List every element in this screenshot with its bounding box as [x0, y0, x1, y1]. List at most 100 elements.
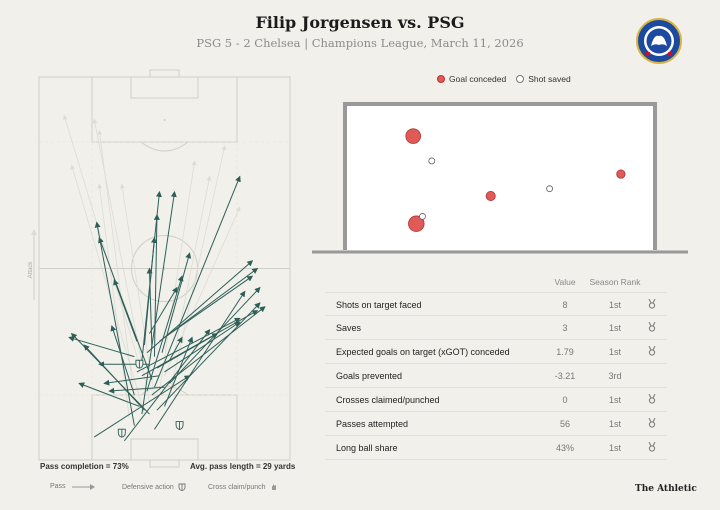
- club-crest-icon: [636, 18, 682, 64]
- stat-row: Shots on target faced 8 1st: [325, 292, 667, 316]
- shot-saved-point: [546, 185, 554, 193]
- goal-map: [312, 95, 688, 260]
- stat-label: Expected goals on target (xGOT) conceded: [336, 347, 510, 357]
- stat-rank: 3rd: [608, 371, 622, 381]
- attack-label: Attack: [28, 261, 34, 279]
- column-rank: Season Rank: [589, 277, 641, 287]
- completed-pass: [156, 302, 261, 411]
- stat-label: Long ball share: [336, 443, 398, 453]
- completed-pass: [164, 321, 241, 373]
- completed-pass: [113, 279, 138, 342]
- stat-rank: 1st: [608, 395, 621, 405]
- incomplete-pass: [97, 129, 135, 399]
- completed-pass: [123, 328, 211, 442]
- stat-label: Goals prevented: [336, 371, 403, 381]
- medal-icon: [648, 321, 656, 334]
- incomplete-pass: [92, 118, 150, 403]
- shot-saved-point: [419, 213, 426, 220]
- completed-pass: [169, 336, 183, 361]
- page-subtitle: PSG 5 - 2 Chelsea | Champions League, Ma…: [196, 36, 524, 50]
- page-title: Filip Jorgensen vs. PSG: [255, 13, 465, 32]
- legend-cross-label: Cross claim/punch: [208, 483, 266, 491]
- completed-pass: [83, 344, 145, 411]
- goal-frame: [343, 102, 657, 250]
- stat-rank: 1st: [608, 419, 621, 429]
- brand-logo: The Athletic: [635, 484, 697, 494]
- completed-pass: [68, 335, 135, 358]
- stat-value: 1.79: [556, 347, 574, 357]
- stat-value: 56: [559, 419, 570, 429]
- stat-row: Saves 3 1st: [325, 316, 667, 340]
- completed-pass: [153, 175, 241, 388]
- stat-value: -3.21: [554, 371, 576, 381]
- goal-interior: [345, 104, 655, 250]
- stat-row: Passes attempted 56 1st: [325, 412, 667, 436]
- stat-label: Passes attempted: [336, 419, 409, 429]
- goal-conceded-point: [405, 128, 421, 144]
- incomplete-pass: [70, 164, 145, 415]
- completed-pass: [98, 236, 153, 380]
- completed-pass: [108, 386, 165, 394]
- goal-conceded-point: [408, 215, 425, 232]
- shield-icon: [178, 483, 186, 491]
- stats-table: Value Season Rank Shots on target faced 8…: [325, 272, 667, 460]
- stat-label: Crosses claimed/punched: [336, 395, 440, 405]
- completed-pass: [146, 275, 184, 392]
- stat-value: 8: [562, 300, 568, 310]
- medal-icon: [648, 298, 656, 311]
- incomplete-pass: [169, 145, 227, 395]
- pass-completion: Pass completion = 73%: [40, 462, 129, 471]
- stat-value: 0: [562, 395, 568, 405]
- medal-icon: [648, 417, 656, 430]
- completed-pass: [136, 317, 241, 373]
- glove-icon: [271, 484, 276, 490]
- goal-conceded-point: [485, 190, 496, 201]
- stat-rank: 1st: [608, 347, 621, 357]
- completed-pass: [103, 375, 160, 386]
- arrow-icon: [71, 483, 95, 490]
- conceded-dot-icon: [437, 75, 445, 83]
- legend-pass-label: Pass: [50, 483, 66, 490]
- stat-label: Saves: [336, 323, 362, 333]
- saved-dot-icon: [516, 75, 525, 83]
- completed-pass: [164, 336, 194, 407]
- stat-value: 3: [562, 323, 568, 333]
- stat-row: Long ball share 43% 1st: [325, 436, 667, 460]
- shot-saved-point: [428, 157, 436, 165]
- incomplete-pass: [159, 160, 197, 392]
- completed-pass: [78, 382, 140, 407]
- defensive-action-shield-icon: [135, 359, 144, 369]
- goal-conceded-point: [616, 169, 626, 179]
- medal-icon: [648, 393, 656, 406]
- legend-defensive: Defensive action: [122, 483, 186, 491]
- stat-row: Crosses claimed/punched 0 1st: [325, 388, 667, 412]
- legend-cross: Cross claim/punch: [208, 483, 278, 491]
- legend-defensive-label: Defensive action: [122, 483, 174, 491]
- column-value: Value: [554, 277, 576, 287]
- stat-value: 43%: [555, 443, 574, 453]
- stat-label: Shots on target faced: [336, 300, 422, 310]
- legend-saved-label: Shot saved: [528, 74, 571, 84]
- goal-map-legend: Goal conceded Shot saved: [437, 74, 571, 84]
- legend-pass: Pass: [50, 483, 96, 490]
- stat-rank: 1st: [608, 443, 621, 453]
- completed-pass: [149, 286, 178, 334]
- defensive-action-shield-icon: [117, 428, 126, 438]
- completed-pass: [156, 333, 219, 369]
- stat-rank: 1st: [608, 323, 621, 333]
- center-spot: [163, 267, 166, 270]
- avg-pass-length: Avg. pass length = 29 yards: [190, 462, 296, 471]
- completed-pass: [164, 275, 254, 338]
- penalty-spot: [163, 119, 166, 121]
- stats-header: Value Season Rank: [325, 272, 667, 292]
- medal-icon: [648, 441, 656, 454]
- medal-icon: [648, 345, 656, 358]
- stat-row: Goals prevented -3.21 3rd: [325, 364, 667, 388]
- completed-pass: [154, 290, 246, 430]
- completed-pass: [110, 324, 135, 396]
- legend-conceded-label: Goal conceded: [449, 74, 507, 84]
- completed-pass: [143, 236, 157, 346]
- incomplete-pass: [164, 206, 241, 376]
- incomplete-pass: [97, 183, 130, 418]
- stat-rank: 1st: [608, 300, 621, 310]
